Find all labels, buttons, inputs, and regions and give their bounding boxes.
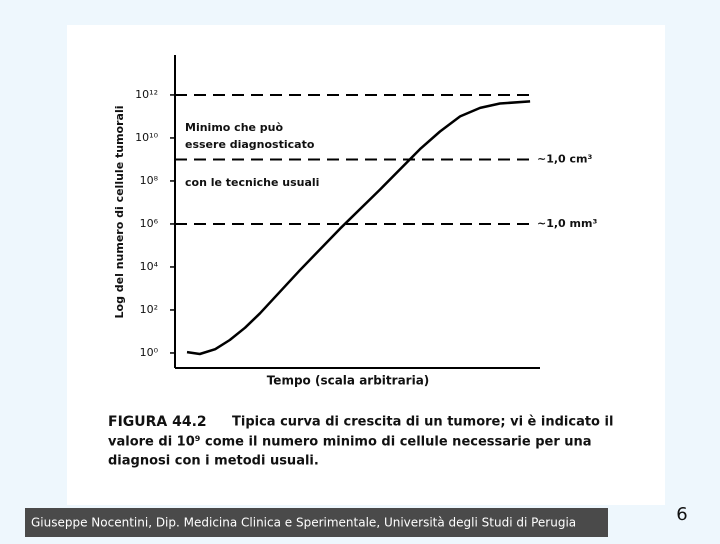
caption-line: Tipica curva di crescita di un tumore; v… — [232, 415, 613, 430]
caption-label: FIGURA 44.2 — [108, 414, 207, 430]
y-tick-label: 10¹⁰ — [135, 131, 158, 144]
reference-label: ~1,0 mm³ — [537, 217, 597, 230]
annotation: con le tecniche usuali — [185, 176, 319, 189]
figure-scan — [67, 25, 665, 505]
y-tick-label: 10⁴ — [140, 260, 159, 273]
y-tick-label: 10⁰ — [140, 346, 159, 359]
annotation: Minimo che può — [185, 121, 284, 134]
annotation: essere diagnosticato — [185, 138, 315, 151]
y-tick-label: 10⁶ — [140, 217, 159, 230]
caption-line: valore di 10⁹ come il numero minimo di c… — [108, 435, 592, 450]
growth-curve — [186, 100, 531, 356]
page-number: 6 — [676, 504, 687, 525]
y-tick-label: 10² — [140, 303, 158, 316]
footer-text: Giuseppe Nocentini, Dip. Medicina Clinic… — [31, 516, 576, 530]
caption-line: diagnosi con i metodi usuali. — [108, 454, 319, 469]
reference-label: ~1,0 cm³ — [537, 152, 593, 165]
footer-bar — [25, 508, 608, 537]
y-tick-label: 10⁸ — [140, 174, 159, 187]
x-axis-title: Tempo (scala arbitraria) — [267, 374, 430, 388]
y-tick-label: 10¹² — [135, 88, 158, 101]
y-axis-title: Log del numero di cellule tumorali — [113, 106, 126, 319]
